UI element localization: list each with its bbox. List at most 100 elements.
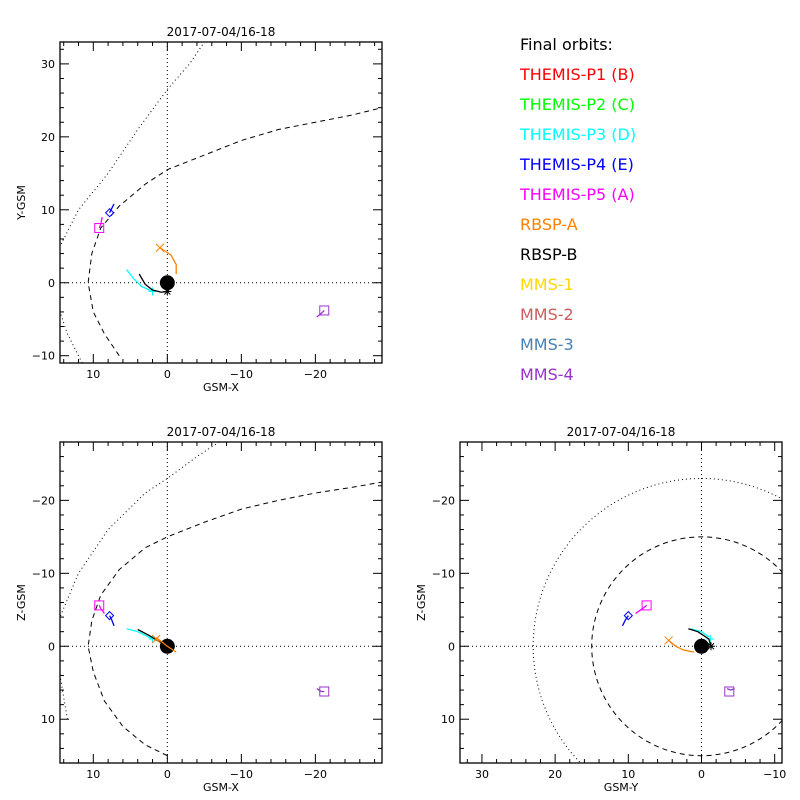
orbit-track [688,628,712,647]
x-axis-label: GSM-X [203,781,239,794]
y-tick-label: 10 [41,204,55,217]
final-position-marker [155,243,165,253]
x-tick-label: 20 [548,768,562,781]
panel-1: 10 0 −10 −20 −10 0 10 20 30 2017-07-04/16-18 GSM-X… [15,25,383,394]
y-tick-label: 0 [48,277,55,290]
x-tick-label: −10 [230,368,253,381]
y-axis-label: Z-GSM [415,584,428,621]
y-tick-label: −20 [32,494,55,507]
orbit-track [98,216,103,229]
orbit-track [126,269,153,293]
spacecraft-themis-p5-a [635,600,652,614]
y-tick-label: 0 [48,640,55,653]
magnetopause-boundary [87,481,382,757]
spacecraft-rbsp-a [155,243,177,274]
spacecraft-themis-p4-e [104,203,115,218]
spacecraft-rbsp-b [688,628,716,651]
panel-2: 10 0 −10 −20 10 0 −10 −20 2017-07-04/16-18 GSM-X Z… [15,425,383,794]
x-tick-label: 0 [698,768,705,781]
y-tick-label: 10 [441,713,455,726]
final-position-marker [623,610,634,621]
orbit-track [316,310,325,318]
legend-item: RBSP-B [520,245,577,264]
y-tick-label: 30 [41,58,55,71]
x-axis-label: GSM-X [203,381,239,394]
x-tick-label: −10 [763,768,786,781]
orbit-track [690,628,710,638]
bow-shock-boundary [60,442,220,720]
x-tick-label: 0 [164,368,171,381]
final-position-marker [148,287,157,296]
x-tick-label: −20 [304,768,327,781]
orbit-track [109,615,115,627]
magnetopause-boundary [87,107,382,356]
spacecraft-themis-p4-e [621,610,634,627]
spacecraft-themis-p5-a [94,600,105,614]
y-tick-label: −10 [32,567,55,580]
legend-title: Final orbits: [520,35,613,54]
orbit-track [159,247,177,274]
orbit-track [109,203,115,214]
final-position-marker [104,610,115,621]
chart-title: 2017-07-04/16-18 [167,25,276,39]
orbit-track [137,628,168,647]
orbit-track [98,605,105,614]
final-position-marker [724,686,735,697]
x-tick-label: 10 [86,768,100,781]
plot-frame [459,441,783,764]
orbit-track [635,604,648,614]
chart-title: 2017-07-04/16-18 [167,425,276,439]
x-tick-label: 0 [164,768,171,781]
legend-item: THEMIS-P1 (B) [519,65,635,84]
x-tick-label: −20 [304,368,327,381]
final-position-marker [319,686,330,697]
bow-shock-boundary [60,42,205,363]
earth-marker [694,638,709,654]
legend-item: MMS-2 [520,305,574,324]
final-position-marker [319,305,330,316]
spacecraft-themis-p4-e [104,610,115,627]
final-position-marker [707,642,716,651]
orbit-track [726,687,735,691]
spacecraft-themis-p3-d [126,269,157,296]
orbit-track [668,639,695,653]
plot-frame [59,41,383,364]
legend-item: THEMIS-P3 (D) [519,125,636,144]
y-tick-label: 10 [41,713,55,726]
y-tick-label: 20 [41,131,55,144]
earth-marker [159,275,175,291]
y-tick-label: −20 [432,494,455,507]
x-tick-label: 10 [621,768,635,781]
final-position-marker [94,600,105,611]
x-tick-label: 10 [86,368,100,381]
legend-item: THEMIS-P2 (C) [519,95,635,114]
x-tick-label: −10 [230,768,253,781]
x-tick-label: 30 [475,768,489,781]
panel-3: 30 20 10 0 −10 10 0 −10 −20 2017-07-04/16-18 GSM-Y… [415,425,786,794]
legend-item: MMS-3 [520,335,574,354]
legend-item: MMS-1 [520,275,574,294]
final-position-marker [664,636,673,645]
spacecraft-themis-p5-a [94,216,105,234]
plot-frame [59,441,383,764]
final-position-marker [104,208,115,218]
orbit-track [155,637,177,653]
legend-item: MMS-4 [520,365,574,384]
orbit-track [316,688,325,693]
legend-item: THEMIS-P5 (A) [519,185,635,204]
spacecraft-rbsp-a [664,636,695,653]
legend: Final orbits: THEMIS-P1 (B) THEMIS-P2 (C) T… [519,35,636,384]
legend-item: THEMIS-P4 (E) [519,155,634,174]
y-axis-label: Z-GSM [15,584,28,621]
spacecraft-rbsp-b [138,273,172,296]
orbit-track [126,628,153,640]
x-axis-label: GSM-Y [604,781,639,794]
final-position-marker [163,287,172,296]
bow-shock-boundary [532,478,782,763]
legend-item: RBSP-A [520,215,578,234]
chart-title: 2017-07-04/16-18 [567,425,676,439]
final-position-marker [151,634,161,644]
y-tick-label: −10 [432,567,455,580]
y-tick-label: −10 [32,350,55,363]
